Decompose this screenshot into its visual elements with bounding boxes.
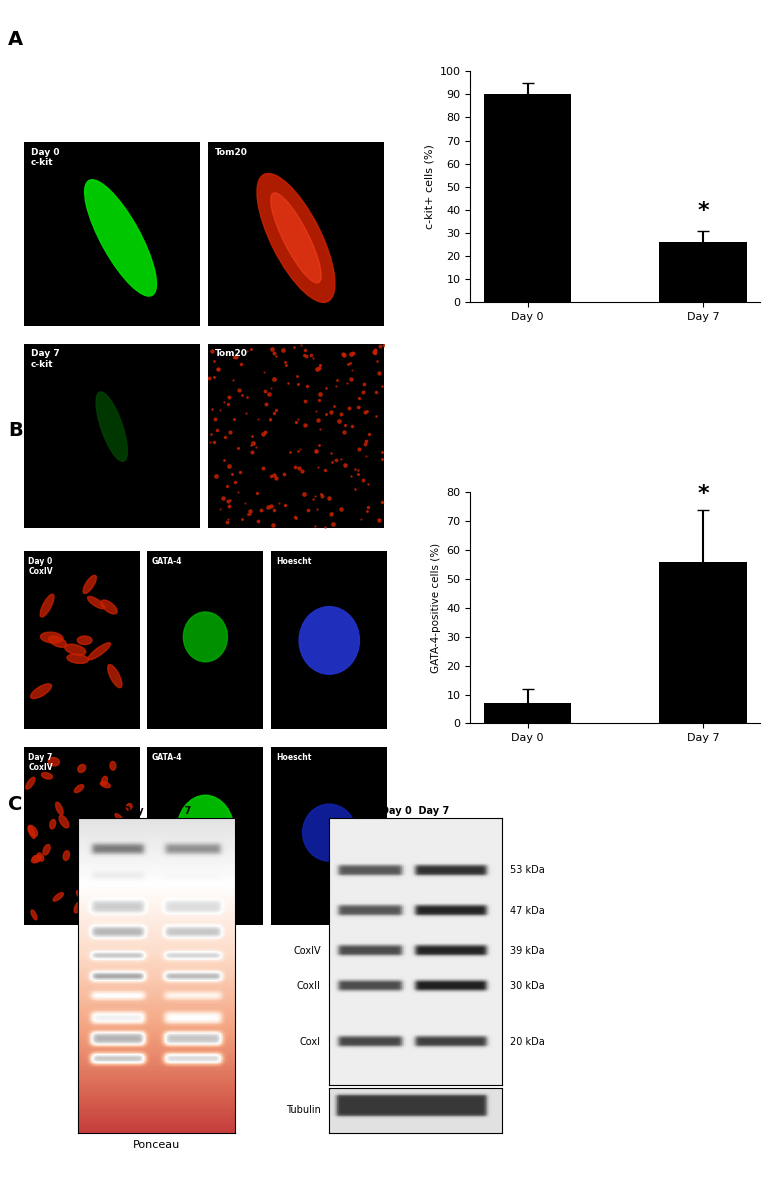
Ellipse shape (103, 901, 113, 911)
Text: 53 kDa: 53 kDa (510, 866, 545, 875)
Ellipse shape (56, 802, 63, 815)
Ellipse shape (59, 816, 69, 828)
Text: GATA-4: GATA-4 (152, 753, 183, 761)
Ellipse shape (88, 643, 111, 659)
Ellipse shape (176, 796, 234, 871)
Ellipse shape (115, 814, 125, 823)
Ellipse shape (303, 804, 356, 861)
Text: CoxIV: CoxIV (293, 945, 321, 956)
Text: A: A (8, 30, 23, 49)
Text: Day 0
CoxIV: Day 0 CoxIV (28, 557, 53, 576)
Ellipse shape (101, 777, 107, 785)
Y-axis label: c-kit+ cells (%): c-kit+ cells (%) (424, 145, 434, 229)
Ellipse shape (74, 901, 82, 913)
Ellipse shape (114, 891, 121, 899)
Ellipse shape (110, 761, 116, 770)
Text: Tom20: Tom20 (215, 148, 248, 157)
Bar (484, 95, 572, 302)
Ellipse shape (49, 636, 67, 648)
Bar (484, 703, 572, 723)
Ellipse shape (33, 855, 41, 861)
Ellipse shape (43, 844, 50, 855)
Text: GATA-4: GATA-4 (152, 557, 183, 566)
Ellipse shape (78, 765, 85, 772)
Text: Tom20: Tom20 (215, 350, 248, 358)
Text: Hoescht: Hoescht (276, 557, 311, 566)
Ellipse shape (79, 837, 89, 848)
Text: 39 kDa: 39 kDa (510, 945, 545, 956)
Text: Day 7
CoxIV: Day 7 CoxIV (28, 753, 53, 772)
Text: Tubulin: Tubulin (286, 1105, 321, 1115)
Ellipse shape (126, 804, 132, 810)
Ellipse shape (31, 684, 52, 699)
Title: Day 0  Day 7: Day 0 Day 7 (381, 806, 450, 816)
Ellipse shape (84, 886, 89, 894)
Ellipse shape (74, 785, 84, 792)
Ellipse shape (41, 632, 63, 643)
Text: CoxI: CoxI (299, 1037, 321, 1046)
Ellipse shape (83, 575, 96, 593)
Text: 30 kDa: 30 kDa (510, 981, 545, 990)
Ellipse shape (26, 777, 35, 789)
Ellipse shape (67, 653, 89, 663)
Ellipse shape (65, 644, 85, 655)
Ellipse shape (85, 180, 157, 296)
Ellipse shape (101, 600, 117, 614)
Y-axis label: GATA-4-positive cells (%): GATA-4-positive cells (%) (431, 543, 441, 672)
Ellipse shape (270, 193, 321, 283)
Text: Hoescht: Hoescht (276, 753, 311, 761)
Ellipse shape (49, 820, 56, 829)
Text: *: * (698, 484, 710, 504)
Ellipse shape (125, 891, 131, 900)
Ellipse shape (100, 782, 111, 788)
Ellipse shape (28, 825, 38, 836)
Text: Day 0
c-kit: Day 0 c-kit (31, 148, 59, 167)
Ellipse shape (82, 860, 89, 872)
Ellipse shape (37, 853, 44, 861)
Ellipse shape (96, 391, 127, 461)
Text: 47 kDa: 47 kDa (510, 906, 545, 916)
Ellipse shape (107, 664, 122, 688)
Ellipse shape (64, 850, 70, 861)
Ellipse shape (49, 758, 60, 766)
Ellipse shape (88, 597, 105, 608)
Text: Day 7
c-kit: Day 7 c-kit (31, 350, 60, 369)
Bar (659, 562, 747, 723)
Ellipse shape (183, 612, 227, 662)
Text: CoxII: CoxII (297, 981, 321, 990)
Ellipse shape (40, 594, 54, 617)
Ellipse shape (257, 173, 335, 302)
Ellipse shape (42, 772, 53, 779)
Ellipse shape (28, 825, 35, 839)
Ellipse shape (31, 855, 42, 863)
Ellipse shape (77, 891, 84, 898)
Text: C: C (8, 795, 22, 814)
Text: CoxV: CoxV (296, 866, 321, 875)
Ellipse shape (299, 607, 359, 674)
Text: Ponceau: Ponceau (133, 1141, 180, 1150)
Bar (659, 242, 747, 302)
Ellipse shape (78, 636, 92, 644)
Text: B: B (8, 421, 23, 440)
Text: 20 kDa: 20 kDa (510, 1037, 545, 1046)
Ellipse shape (31, 910, 37, 920)
Text: *: * (698, 202, 710, 222)
Ellipse shape (53, 893, 64, 901)
Title: Day 0  Day 7: Day 0 Day 7 (122, 806, 191, 816)
Text: CoxIII: CoxIII (294, 906, 321, 916)
